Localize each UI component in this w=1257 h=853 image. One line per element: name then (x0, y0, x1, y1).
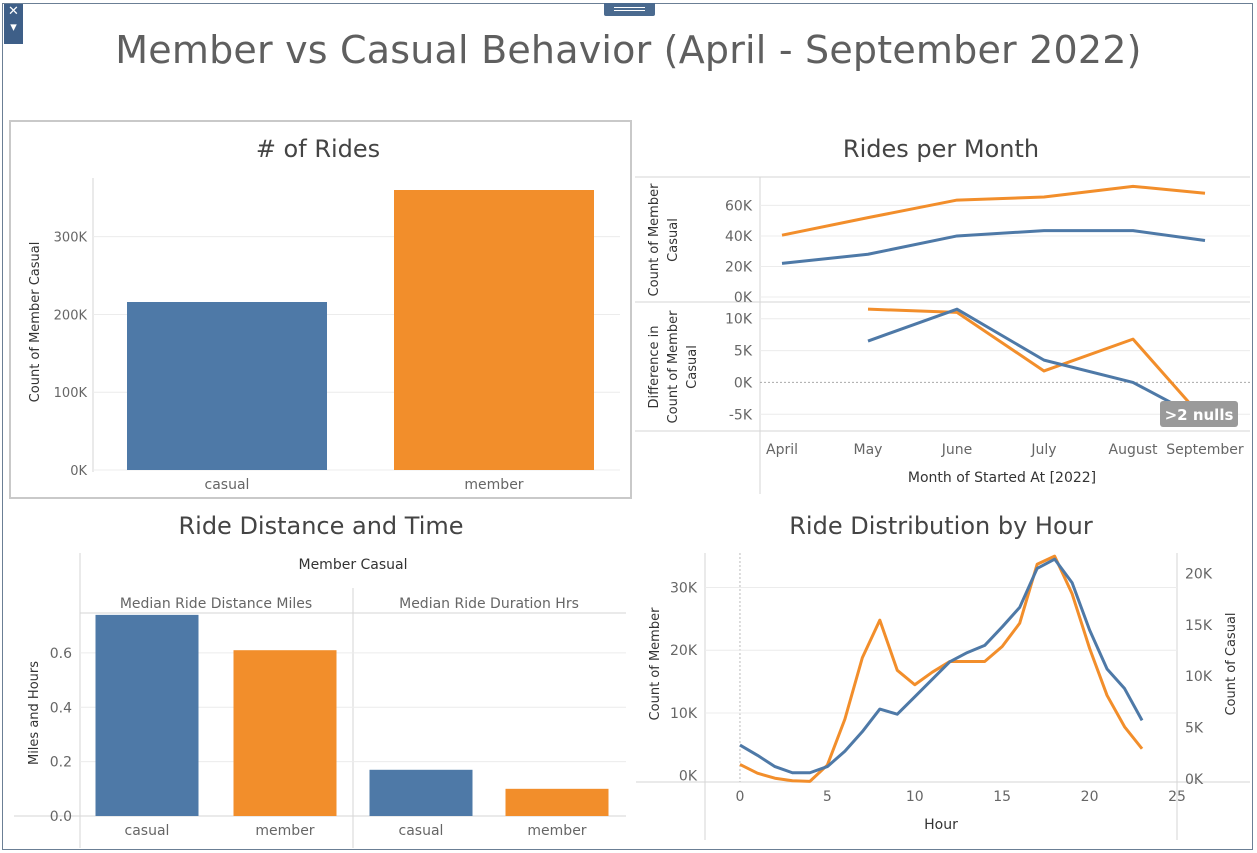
selected-sheet-border (9, 120, 632, 499)
chevron-down-icon[interactable]: ▾ (10, 20, 17, 35)
dashboard-controls: ✕ ▾ (4, 4, 23, 44)
drag-handle[interactable] (604, 3, 655, 16)
dashboard-title: Member vs Casual Behavior (April - Septe… (115, 28, 1142, 72)
close-icon[interactable]: ✕ (8, 4, 19, 19)
